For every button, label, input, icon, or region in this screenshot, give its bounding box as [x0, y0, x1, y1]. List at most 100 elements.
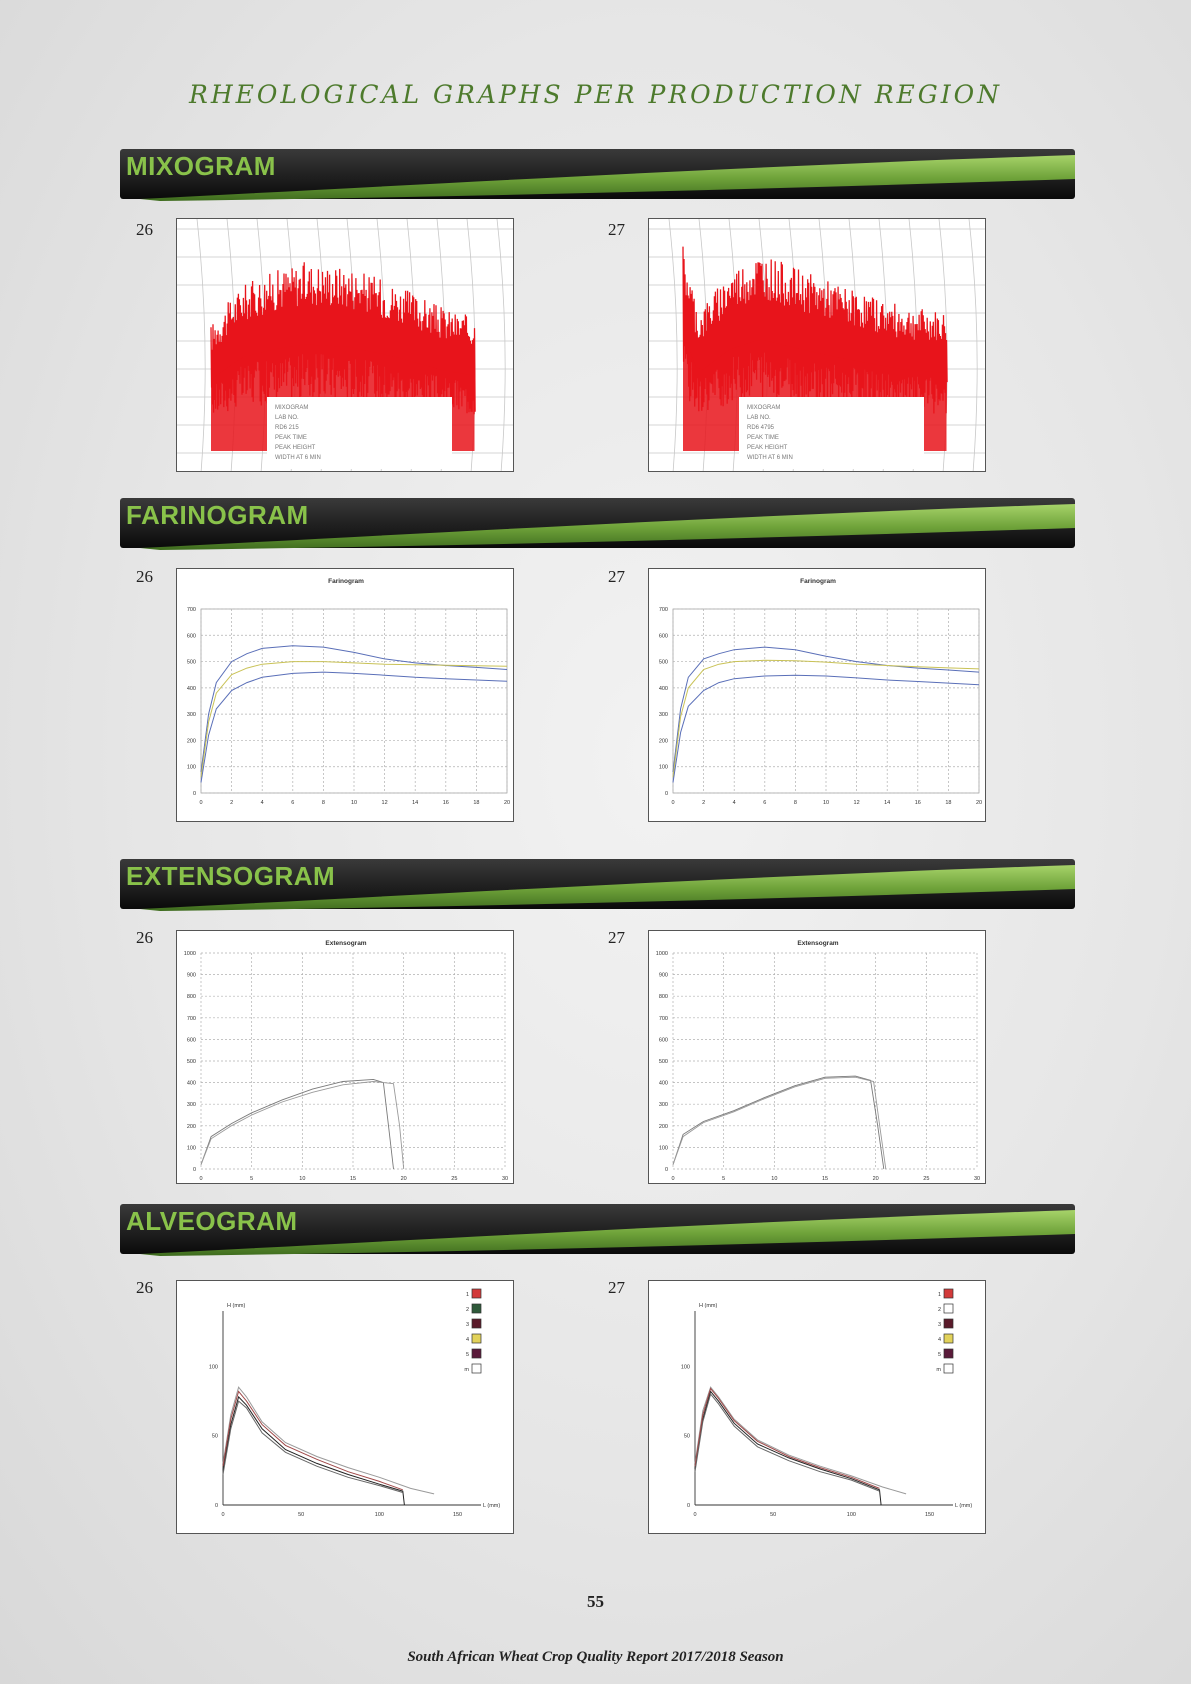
section-banner-mixogram: MIXOGRAM [120, 145, 1075, 203]
grass-blade [140, 1210, 1075, 1256]
chart-number: 27 [608, 567, 625, 586]
series-line [672, 1075, 885, 1170]
legend-label: 3 [466, 1322, 469, 1328]
banner-background [120, 1204, 1075, 1254]
y-tick-label: 700 [659, 607, 668, 613]
x-tick-label: 30 [502, 1176, 508, 1182]
series-line [694, 1390, 882, 1506]
y-tick-label: 500 [187, 660, 196, 666]
section-title-extensogram: EXTENSOGRAM [126, 861, 336, 891]
y-tick-label: 0 [193, 1167, 196, 1173]
section-banner-farinogram: FARINOGRAM [120, 494, 1075, 552]
y-tick-label: 700 [659, 1016, 668, 1022]
y-tick-label: 300 [659, 712, 668, 718]
legend-swatch [471, 1348, 482, 1359]
legend-swatch [943, 1318, 954, 1329]
mixogram-26-panel: MIXOGRAM LAB NO. RD6 215 PEAK TIME PEAK HEIG… [176, 218, 514, 472]
y-tick-label: 50 [684, 1434, 690, 1440]
y-tick-label: 700 [187, 607, 196, 613]
x-tick-label: 14 [884, 800, 890, 806]
y-tick-label: 500 [659, 1059, 668, 1065]
x-tick-label: 16 [915, 800, 921, 806]
y-tick-label: 700 [187, 1016, 196, 1022]
legend-label: m [464, 1367, 469, 1373]
legend-label: 1 [938, 1292, 941, 1298]
y-tick-label: 600 [659, 633, 668, 639]
legend-label: m [936, 1367, 941, 1373]
section-title-farinogram: FARINOGRAM [126, 500, 309, 530]
y-tick-label: 800 [187, 994, 196, 1000]
y-tick-label: 1000 [184, 951, 196, 957]
grass-blade [140, 865, 1075, 911]
series-line [200, 1081, 405, 1170]
grid-line [668, 219, 678, 471]
x-tick-label: 15 [350, 1176, 356, 1182]
legend-swatch [943, 1348, 954, 1359]
x-tick-label: 6 [763, 800, 766, 806]
chart-number: 27 [608, 1278, 625, 1297]
y-tick-label: 300 [187, 712, 196, 718]
x-axis-label: L (mm) [483, 1503, 500, 1509]
y-axis-label: H (mm) [699, 1303, 717, 1309]
page-number: 55 [587, 1592, 604, 1611]
annotation-card [267, 397, 452, 469]
chart-number: 26 [136, 220, 153, 239]
y-tick-label: 500 [187, 1059, 196, 1065]
series-line [200, 671, 508, 783]
series-line [694, 1393, 880, 1492]
chart-number: 27 [608, 928, 625, 947]
y-tick-label: 400 [187, 1081, 196, 1087]
x-tick-label: 50 [298, 1512, 304, 1518]
x-tick-label: 0 [671, 800, 674, 806]
mixogram-chart: MIXOGRAM LAB NO. RD6 215 PEAK TIME PEAK HEIG… [177, 219, 513, 471]
series-line [200, 1078, 394, 1170]
y-tick-label: 100 [659, 765, 668, 771]
series-line [222, 1400, 403, 1493]
x-tick-label: 20 [504, 800, 510, 806]
annotation-text: WIDTH AT 6 MIN [747, 455, 793, 461]
y-tick-label: 600 [187, 1037, 196, 1043]
legend-swatch [943, 1303, 954, 1314]
x-tick-label: 6 [291, 800, 294, 806]
series-line [672, 674, 980, 783]
y-tick-label: 200 [187, 1124, 196, 1130]
y-tick-label: 500 [659, 660, 668, 666]
banner-background [120, 859, 1075, 909]
y-tick-label: 0 [665, 791, 668, 797]
y-tick-label: 0 [665, 1167, 668, 1173]
y-tick-label: 0 [215, 1503, 218, 1509]
annotation-text: PEAK TIME [747, 435, 779, 441]
y-tick-label: 200 [659, 738, 668, 744]
y-tick-label: 200 [659, 1124, 668, 1130]
grass-blade [140, 504, 1075, 550]
y-tick-label: 900 [659, 973, 668, 979]
series-line [672, 659, 980, 778]
y-tick-label: 400 [659, 686, 668, 692]
x-tick-label: 12 [854, 800, 860, 806]
alveogram-chart: 0 50 100 150 0 50 100 H (mm) L (mm) 1 2 3 4 5 m [209, 1288, 500, 1518]
annotation-text: PEAK HEIGHT [275, 445, 316, 451]
y-tick-label: 400 [659, 1081, 668, 1087]
x-tick-label: 16 [443, 800, 449, 806]
x-tick-label: 2 [230, 800, 233, 806]
y-tick-label: 600 [187, 633, 196, 639]
annotation-text: MIXOGRAM [747, 405, 780, 411]
x-tick-label: 20 [873, 1176, 879, 1182]
y-tick-label: 1000 [656, 951, 668, 957]
chart-number: 26 [136, 567, 153, 586]
x-tick-label: 15 [822, 1176, 828, 1182]
x-tick-label: 30 [974, 1176, 980, 1182]
banner-background [120, 149, 1075, 199]
x-tick-label: 0 [671, 1176, 674, 1182]
x-tick-label: 150 [925, 1512, 934, 1518]
legend-swatch [471, 1303, 482, 1314]
x-tick-label: 4 [733, 800, 736, 806]
farinogram-27-panel: Farinogram 0 2 4 6 8 10 12 14 16 18 20 0 100 200 300 400… [648, 568, 986, 822]
y-tick-label: 100 [659, 1145, 668, 1151]
legend-label: 2 [938, 1307, 941, 1313]
chart-title: Extensogram [325, 940, 366, 947]
x-tick-label: 12 [382, 800, 388, 806]
extensogram-27-panel: Extensogram 0 5 10 15 20 25 30 0 100 200 300 400 500 6… [648, 930, 986, 1184]
y-axis-label: H (mm) [227, 1303, 245, 1309]
